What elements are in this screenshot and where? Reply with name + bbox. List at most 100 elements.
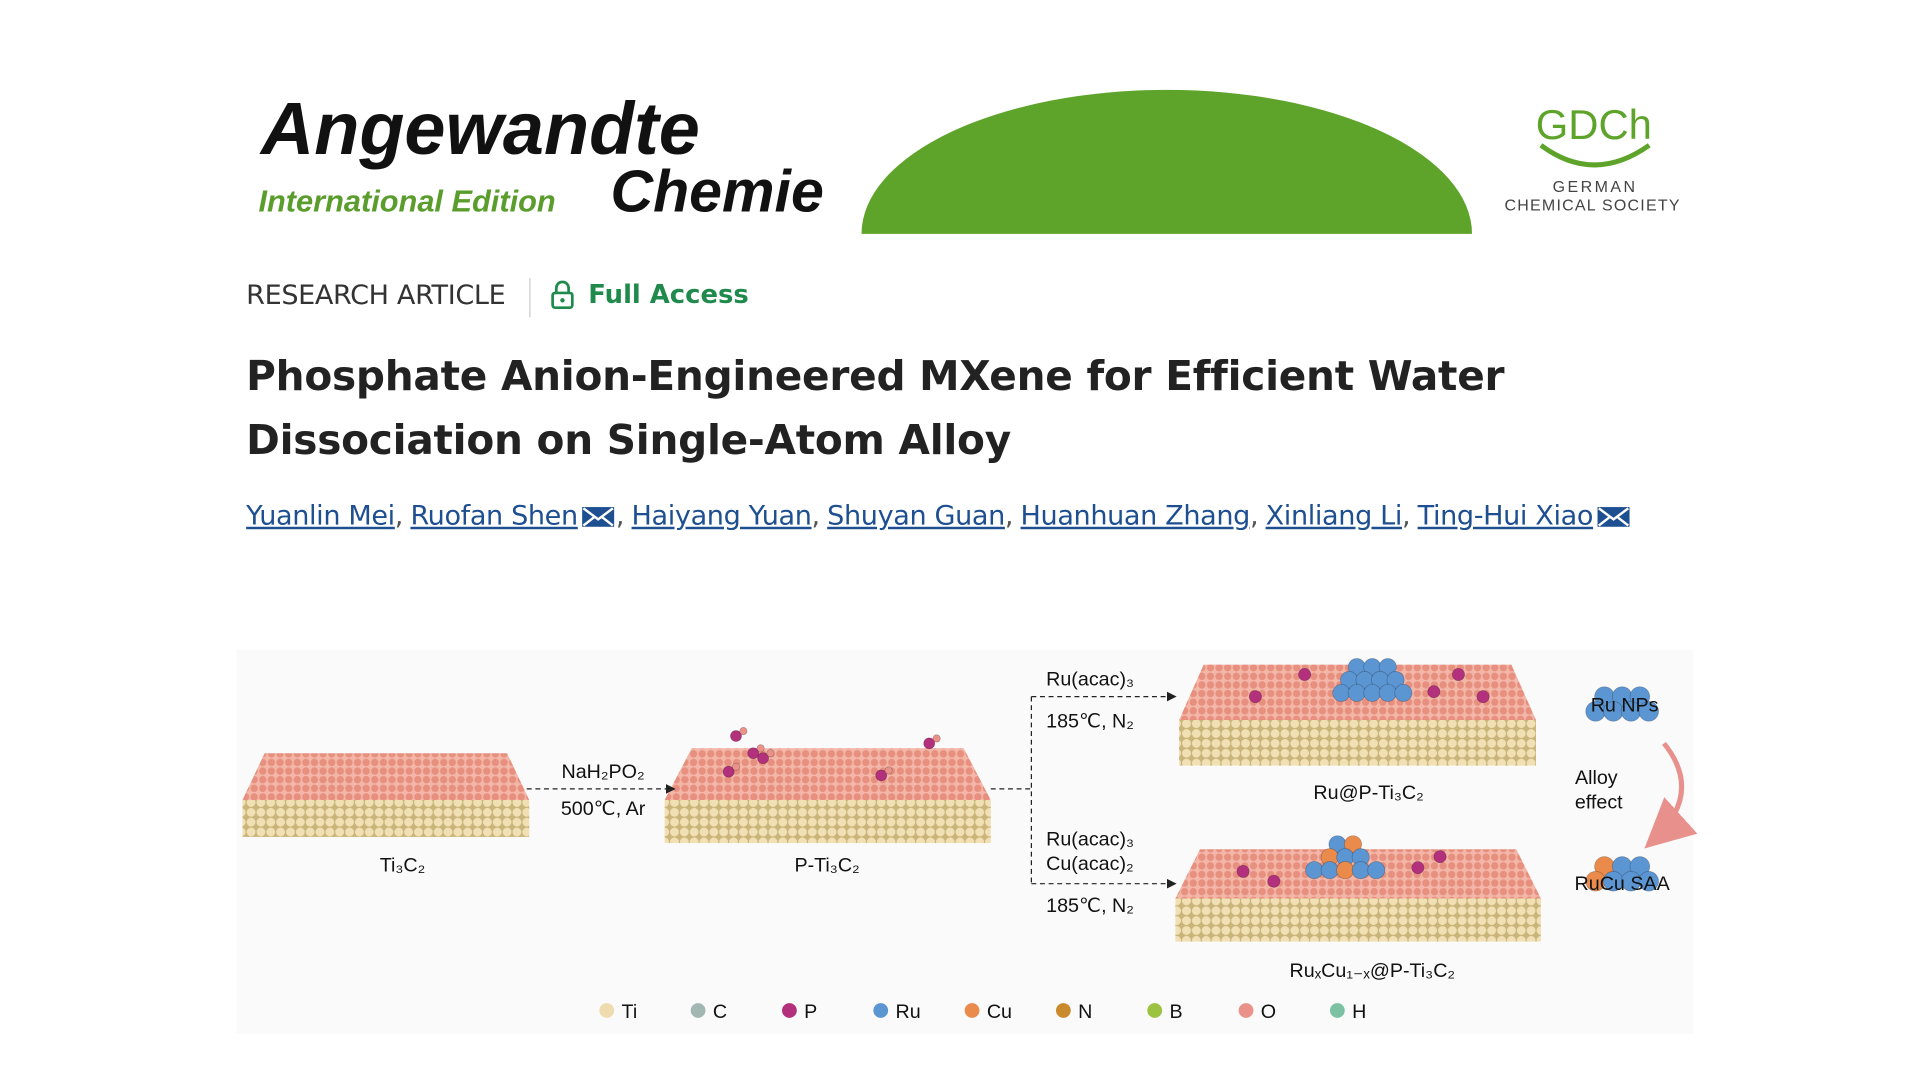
figure-label: RuCu SAA bbox=[1575, 873, 1671, 895]
logo-arc bbox=[861, 89, 1472, 234]
slab-side bbox=[1179, 719, 1536, 766]
legend-swatch bbox=[1238, 1003, 1254, 1018]
journal-title: Angewandte bbox=[259, 87, 700, 170]
legend-label: B bbox=[1169, 1001, 1182, 1023]
atom bbox=[1638, 701, 1659, 722]
atom bbox=[739, 727, 748, 736]
author-link[interactable]: Haiyang Yuan bbox=[631, 500, 812, 532]
separator: , bbox=[811, 500, 821, 532]
legend-swatch bbox=[873, 1003, 889, 1018]
atom bbox=[1332, 683, 1351, 702]
atom bbox=[1638, 871, 1659, 892]
atom bbox=[1378, 658, 1397, 677]
legend-swatch bbox=[599, 1003, 615, 1018]
atom bbox=[1394, 683, 1413, 702]
journal-subtitle: Chemie bbox=[610, 159, 823, 225]
legend-label: Cu bbox=[987, 1001, 1012, 1023]
article-title: Phosphate Anion-Engineered MXene for Eff… bbox=[246, 345, 1504, 473]
atom bbox=[1378, 683, 1397, 702]
figure-label: NaH₂PO₂ bbox=[562, 761, 645, 783]
atom bbox=[731, 762, 741, 771]
figure-label: Ru(acac)₃ bbox=[1046, 829, 1134, 851]
atom bbox=[1336, 861, 1355, 880]
atom bbox=[1629, 686, 1651, 707]
atom bbox=[932, 734, 941, 743]
separator: , bbox=[1004, 500, 1014, 532]
figure-label: Ru@P-Ti₃C₂ bbox=[1313, 782, 1423, 804]
atom bbox=[1427, 685, 1441, 699]
atom bbox=[747, 747, 760, 760]
title-line: Phosphate Anion-Engineered MXene for Eff… bbox=[246, 351, 1505, 400]
atom bbox=[875, 769, 888, 782]
legend-label: O bbox=[1261, 1001, 1276, 1023]
figure-label: 500℃, Ar bbox=[561, 798, 646, 820]
figure-label: Alloy bbox=[1575, 767, 1618, 789]
author-link[interactable]: Shuyan Guan bbox=[827, 500, 1005, 532]
access-label[interactable]: Full Access bbox=[588, 279, 749, 309]
atom bbox=[884, 766, 893, 775]
legend-swatch bbox=[690, 1003, 706, 1018]
atom bbox=[1363, 683, 1382, 702]
separator: , bbox=[1401, 500, 1411, 532]
legend-swatch bbox=[782, 1003, 797, 1018]
atom bbox=[730, 730, 742, 742]
figure-label: RuₓCu₁₋ₓ@P-Ti₃C₂ bbox=[1290, 960, 1456, 982]
author-link[interactable]: Huanhuan Zhang bbox=[1020, 500, 1251, 532]
figure-label: Ru NPs bbox=[1591, 694, 1659, 716]
figure: Ti₃C₂ NaH₂PO₂ 500℃, Ar P-Ti₃C₂ Ru(acac)₃ 185℃… bbox=[242, 658, 1698, 1023]
atom bbox=[1386, 671, 1405, 689]
slab-top bbox=[664, 748, 991, 800]
separator: , bbox=[1249, 500, 1259, 532]
slab-side bbox=[1175, 898, 1541, 942]
title-line: Dissociation on Single-Atom Alloy bbox=[246, 415, 1011, 464]
figure-label: P-Ti₃C₂ bbox=[794, 854, 859, 876]
atom bbox=[766, 749, 775, 758]
legend-label: P bbox=[804, 1001, 817, 1023]
atom bbox=[757, 752, 769, 765]
atom bbox=[1433, 850, 1447, 864]
legend-label: C bbox=[713, 1001, 727, 1023]
atom bbox=[1451, 667, 1465, 681]
atom bbox=[1320, 861, 1339, 880]
society-name: CHEMICAL SOCIETY bbox=[1504, 197, 1680, 214]
author-link[interactable]: Ruofan Shen bbox=[410, 500, 578, 532]
author-link[interactable]: Xinliang Li bbox=[1265, 500, 1403, 532]
figure-label: effect bbox=[1575, 792, 1623, 814]
figure-label: 185℃, N₂ bbox=[1046, 710, 1134, 732]
legend-swatch bbox=[1147, 1003, 1163, 1018]
author-list: Yuanlin Mei, Ruofan Shen, Haiyang Yuan, Shu… bbox=[246, 501, 1631, 532]
slab-side bbox=[242, 799, 530, 837]
atom bbox=[1347, 683, 1366, 702]
curved-arrow bbox=[1644, 741, 1698, 849]
email-icon[interactable] bbox=[581, 505, 615, 530]
society-name: GERMAN bbox=[1553, 179, 1638, 196]
atom bbox=[1351, 861, 1370, 880]
atom bbox=[1298, 667, 1312, 681]
atom bbox=[923, 737, 936, 750]
legend-swatch bbox=[1329, 1003, 1345, 1018]
author-link[interactable]: Yuanlin Mei bbox=[246, 500, 395, 532]
article-type: RESEARCH ARTICLE bbox=[246, 280, 506, 312]
atom bbox=[1305, 861, 1324, 880]
atom bbox=[1236, 864, 1250, 878]
figure-label: 185℃, N₂ bbox=[1046, 895, 1134, 917]
email-icon[interactable] bbox=[1597, 505, 1631, 530]
separator: , bbox=[394, 500, 404, 532]
atom bbox=[1343, 835, 1362, 854]
separator: , bbox=[615, 500, 625, 532]
legend-label: H bbox=[1352, 1001, 1366, 1023]
lock-icon bbox=[551, 280, 574, 310]
atom bbox=[1476, 690, 1490, 704]
divider bbox=[529, 278, 531, 318]
author-link[interactable]: Ting-Hui Xiao bbox=[1417, 500, 1594, 532]
slab-side bbox=[664, 799, 991, 844]
society-abbr: GDCh bbox=[1536, 101, 1652, 148]
figure-label: Ti₃C₂ bbox=[380, 854, 426, 876]
legend-label: N bbox=[1078, 1001, 1092, 1023]
figure-label: Ru(acac)₃ bbox=[1046, 669, 1134, 691]
journal-edition: International Edition bbox=[258, 184, 555, 219]
legend-swatch bbox=[1055, 1003, 1071, 1018]
